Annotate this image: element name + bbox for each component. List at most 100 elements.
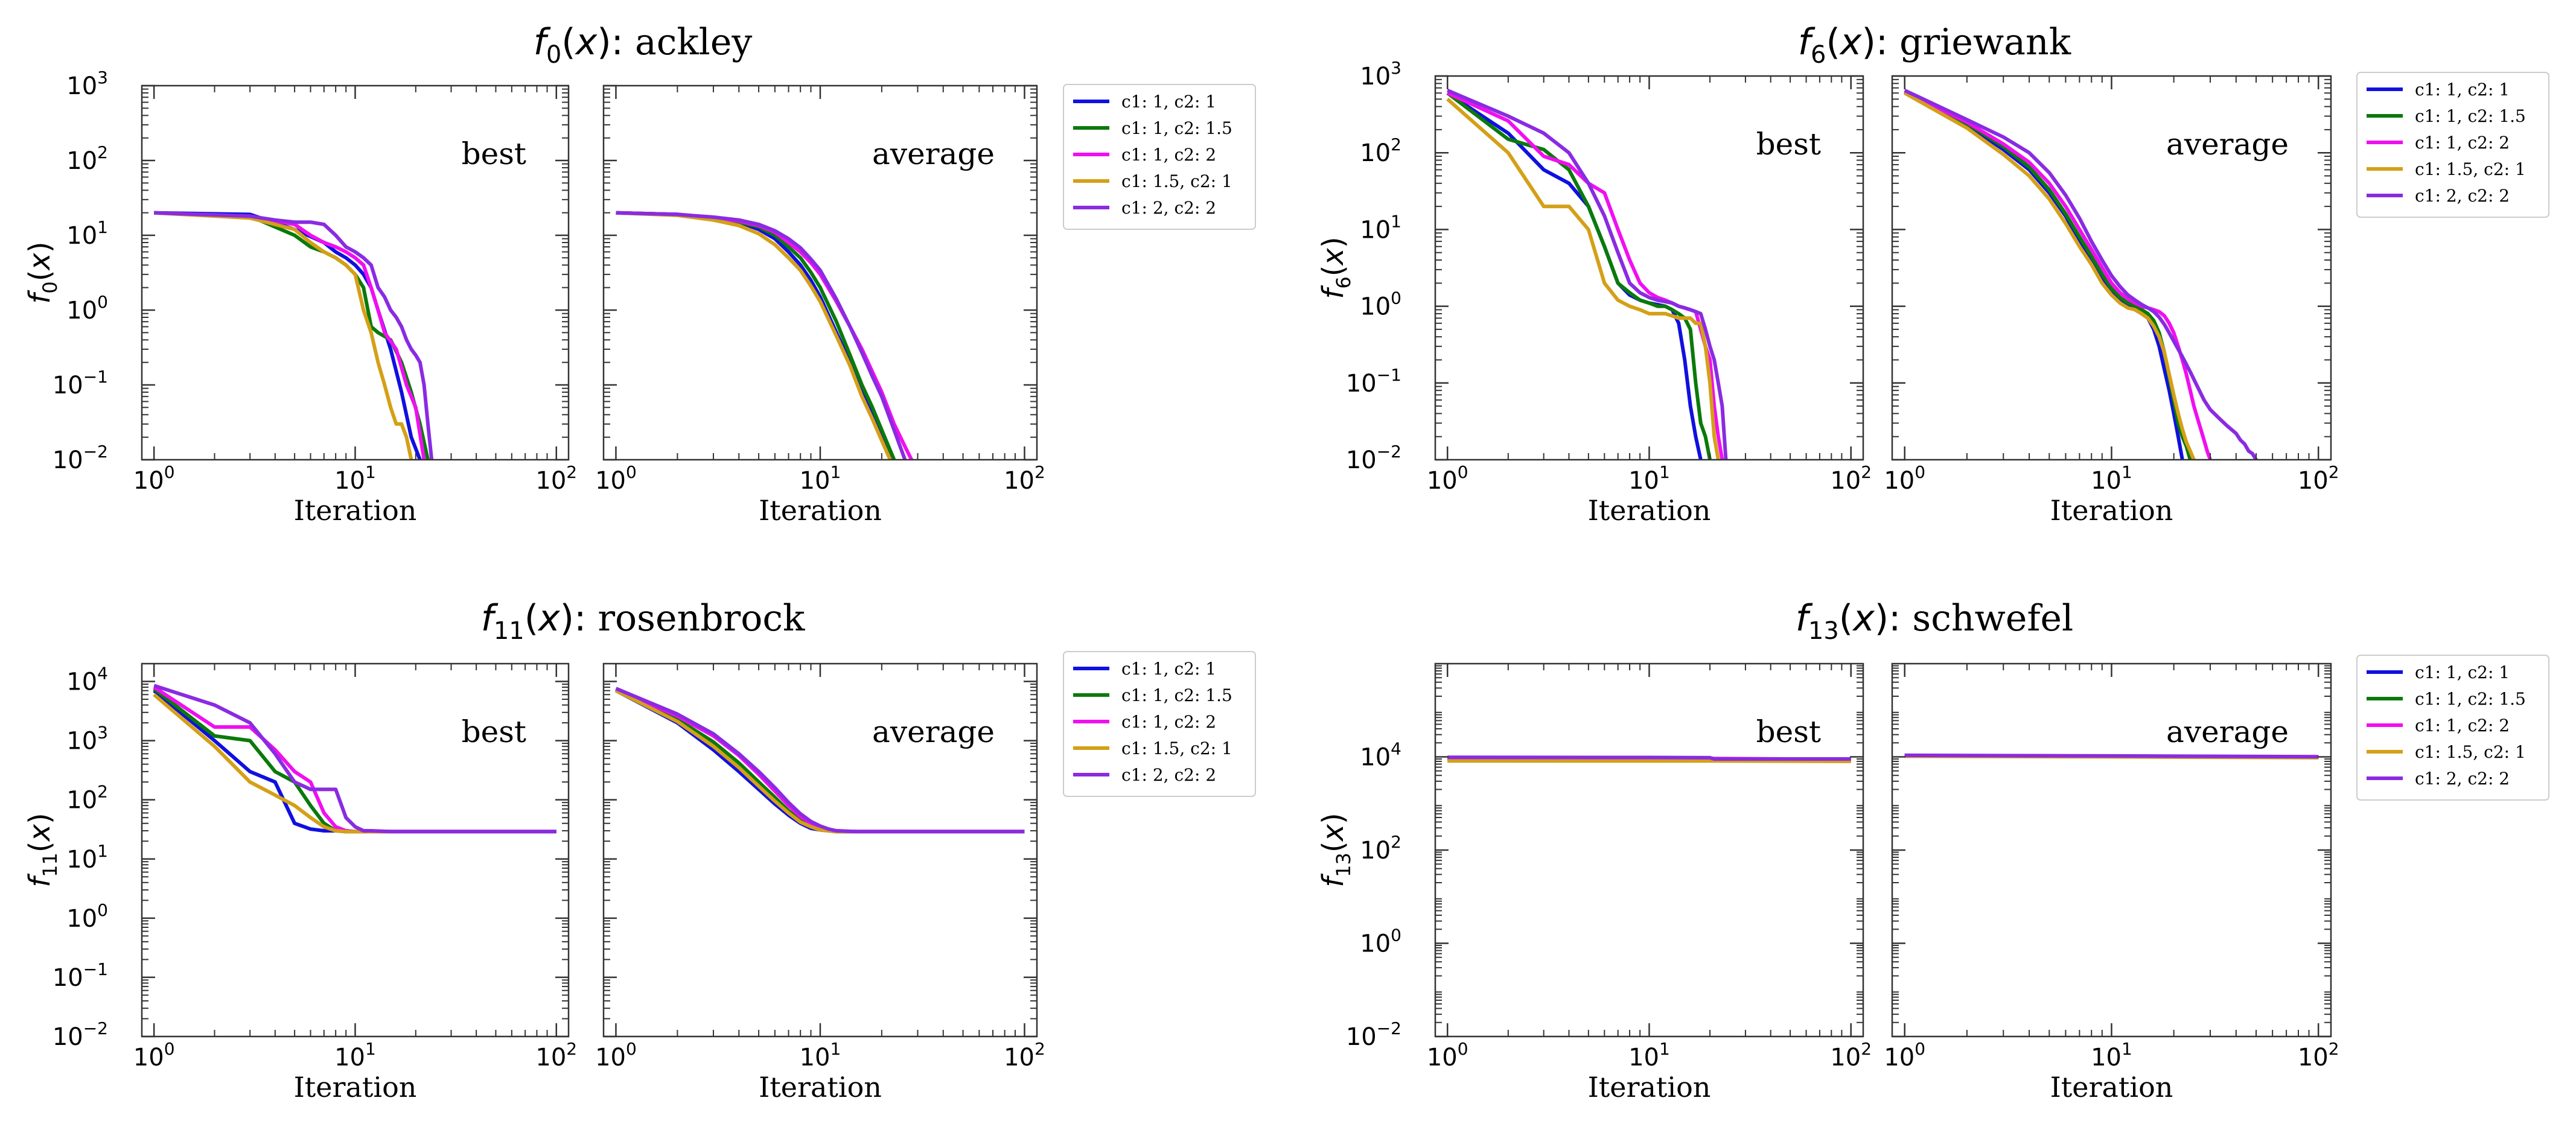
panel-average: 100 101 102 Iteration average	[595, 84, 1045, 527]
series-line	[1904, 753, 2319, 759]
x-tick-label: 101	[2091, 462, 2132, 495]
y-tick-label: 100	[1360, 288, 1401, 321]
series-line	[153, 687, 556, 834]
y-tick-label: 101	[66, 217, 108, 250]
panel-best: 100 101 102 10−2 10−1 100 101 102 103 Iteration be…	[1346, 58, 1872, 527]
series-line	[154, 211, 422, 460]
y-tick-label: 10−2	[1346, 442, 1401, 474]
x-tick-label: 101	[800, 462, 841, 495]
panel-label: average	[2166, 127, 2289, 162]
x-axis-label: Iteration	[1588, 1071, 1711, 1103]
y-tick-label: 10−1	[53, 367, 108, 399]
series-line	[1447, 89, 1728, 460]
series-line	[615, 689, 1025, 834]
legend-entry: c1: 1.5, c2: 1	[1121, 171, 1232, 191]
y-axis-label: f0(x)	[23, 241, 62, 303]
x-tick-label: 101	[2091, 1039, 2132, 1071]
x-tick-label: 101	[334, 462, 376, 495]
series-line	[615, 687, 1025, 834]
panel-label: best	[1756, 714, 1821, 749]
legend-box	[1063, 651, 1256, 797]
legend-entry: c1: 1, c2: 2	[2415, 716, 2510, 735]
series-line	[616, 211, 892, 460]
series-line	[616, 211, 913, 460]
x-tick-label: 102	[535, 1039, 577, 1071]
series-line	[154, 211, 413, 460]
x-tick-label: 101	[334, 1039, 376, 1071]
series-line	[616, 211, 907, 460]
legend-entry: c1: 1, c2: 2	[2415, 133, 2510, 153]
chart-title: f6(x): griewank	[1798, 21, 2071, 69]
y-tick-label: 101	[1360, 211, 1401, 244]
y-tick-label: 101	[66, 841, 108, 874]
series-line	[1904, 90, 2184, 460]
x-tick-label: 101	[1628, 462, 1670, 495]
x-axis-label: Iteration	[2050, 494, 2173, 527]
legend-entry: c1: 1, c2: 2	[1121, 145, 1216, 165]
legend-entry: c1: 2, c2: 2	[1121, 198, 1216, 218]
x-tick-label: 100	[1427, 1039, 1468, 1071]
panel-label: average	[2166, 714, 2289, 749]
y-tick-label: 10−2	[53, 442, 108, 474]
x-tick-label: 100	[1427, 462, 1468, 495]
series-line	[616, 211, 896, 460]
legend-entry: c1: 1.5, c2: 1	[1121, 738, 1232, 758]
legend-box	[2356, 72, 2549, 218]
series-line	[615, 689, 1025, 834]
series-line	[1446, 98, 1720, 460]
panel-label: best	[1756, 127, 1821, 162]
x-axis-label: Iteration	[2050, 1071, 2173, 1103]
series-line	[1447, 755, 1851, 761]
legend-entry: c1: 1, c2: 2	[1121, 712, 1216, 732]
x-tick-label: 100	[595, 462, 637, 495]
legend-entry: c1: 1.5, c2: 1	[2415, 159, 2526, 179]
y-tick-label: 103	[66, 68, 108, 100]
legend-entry: c1: 2, c2: 2	[2415, 186, 2510, 206]
y-tick-label: 104	[1360, 739, 1401, 772]
x-tick-label: 102	[2298, 462, 2339, 495]
legend: c1: 1, c2: 1 c1: 1, c2: 1.5 c1: 1, c2: 2 c1…	[2356, 72, 2549, 218]
legend: c1: 1, c2: 1 c1: 1, c2: 1.5 c1: 1, c2: 2 c1…	[2356, 655, 2549, 801]
legend-entry: c1: 1, c2: 1.5	[1121, 118, 1232, 138]
x-tick-label: 102	[1830, 1039, 1872, 1071]
y-tick-label: 100	[66, 900, 108, 933]
x-axis-label: Iteration	[1588, 494, 1711, 527]
x-tick-label: 102	[2298, 1039, 2339, 1071]
series-line	[153, 689, 556, 834]
legend-entry: c1: 2, c2: 2	[2415, 769, 2510, 789]
series-line	[154, 211, 426, 460]
x-axis-label: Iteration	[294, 494, 417, 527]
y-axis-label: f13(x)	[1316, 813, 1355, 887]
panel-label: best	[462, 136, 526, 171]
x-tick-label: 100	[1884, 462, 1925, 495]
x-tick-label: 100	[133, 462, 175, 495]
y-tick-label: 100	[66, 292, 108, 325]
panel-label: average	[872, 136, 995, 171]
legend-entry: c1: 1, c2: 1	[1121, 92, 1216, 112]
series-line	[1446, 91, 1703, 460]
legend: c1: 1, c2: 1 c1: 1, c2: 1.5 c1: 1, c2: 2 c1…	[1063, 84, 1256, 230]
series-line	[1904, 89, 2258, 460]
y-tick-label: 10−1	[53, 959, 108, 992]
x-tick-label: 101	[800, 1039, 841, 1071]
y-tick-label: 102	[1360, 135, 1401, 167]
x-tick-label: 100	[133, 1039, 175, 1071]
chart-title: f13(x): schwefel	[1796, 597, 2073, 645]
series-line	[153, 685, 556, 834]
legend-entry: c1: 1, c2: 1.5	[1121, 685, 1232, 705]
series-line	[1904, 90, 2212, 460]
y-axis-label: f6(x)	[1316, 237, 1355, 299]
series-line	[1446, 91, 1712, 460]
x-axis-label: Iteration	[759, 1071, 882, 1103]
y-tick-label: 10−2	[1346, 1018, 1401, 1051]
series-line	[153, 684, 556, 834]
y-tick-label: 102	[1360, 832, 1401, 865]
x-axis-label: Iteration	[294, 1071, 417, 1103]
y-axis-label: f11(x)	[23, 813, 62, 887]
series-line	[616, 211, 892, 460]
panel-best: 100 101 102 10−2 100 102 104 Iteration best	[1346, 662, 1872, 1103]
y-tick-label: 10−2	[53, 1018, 108, 1051]
